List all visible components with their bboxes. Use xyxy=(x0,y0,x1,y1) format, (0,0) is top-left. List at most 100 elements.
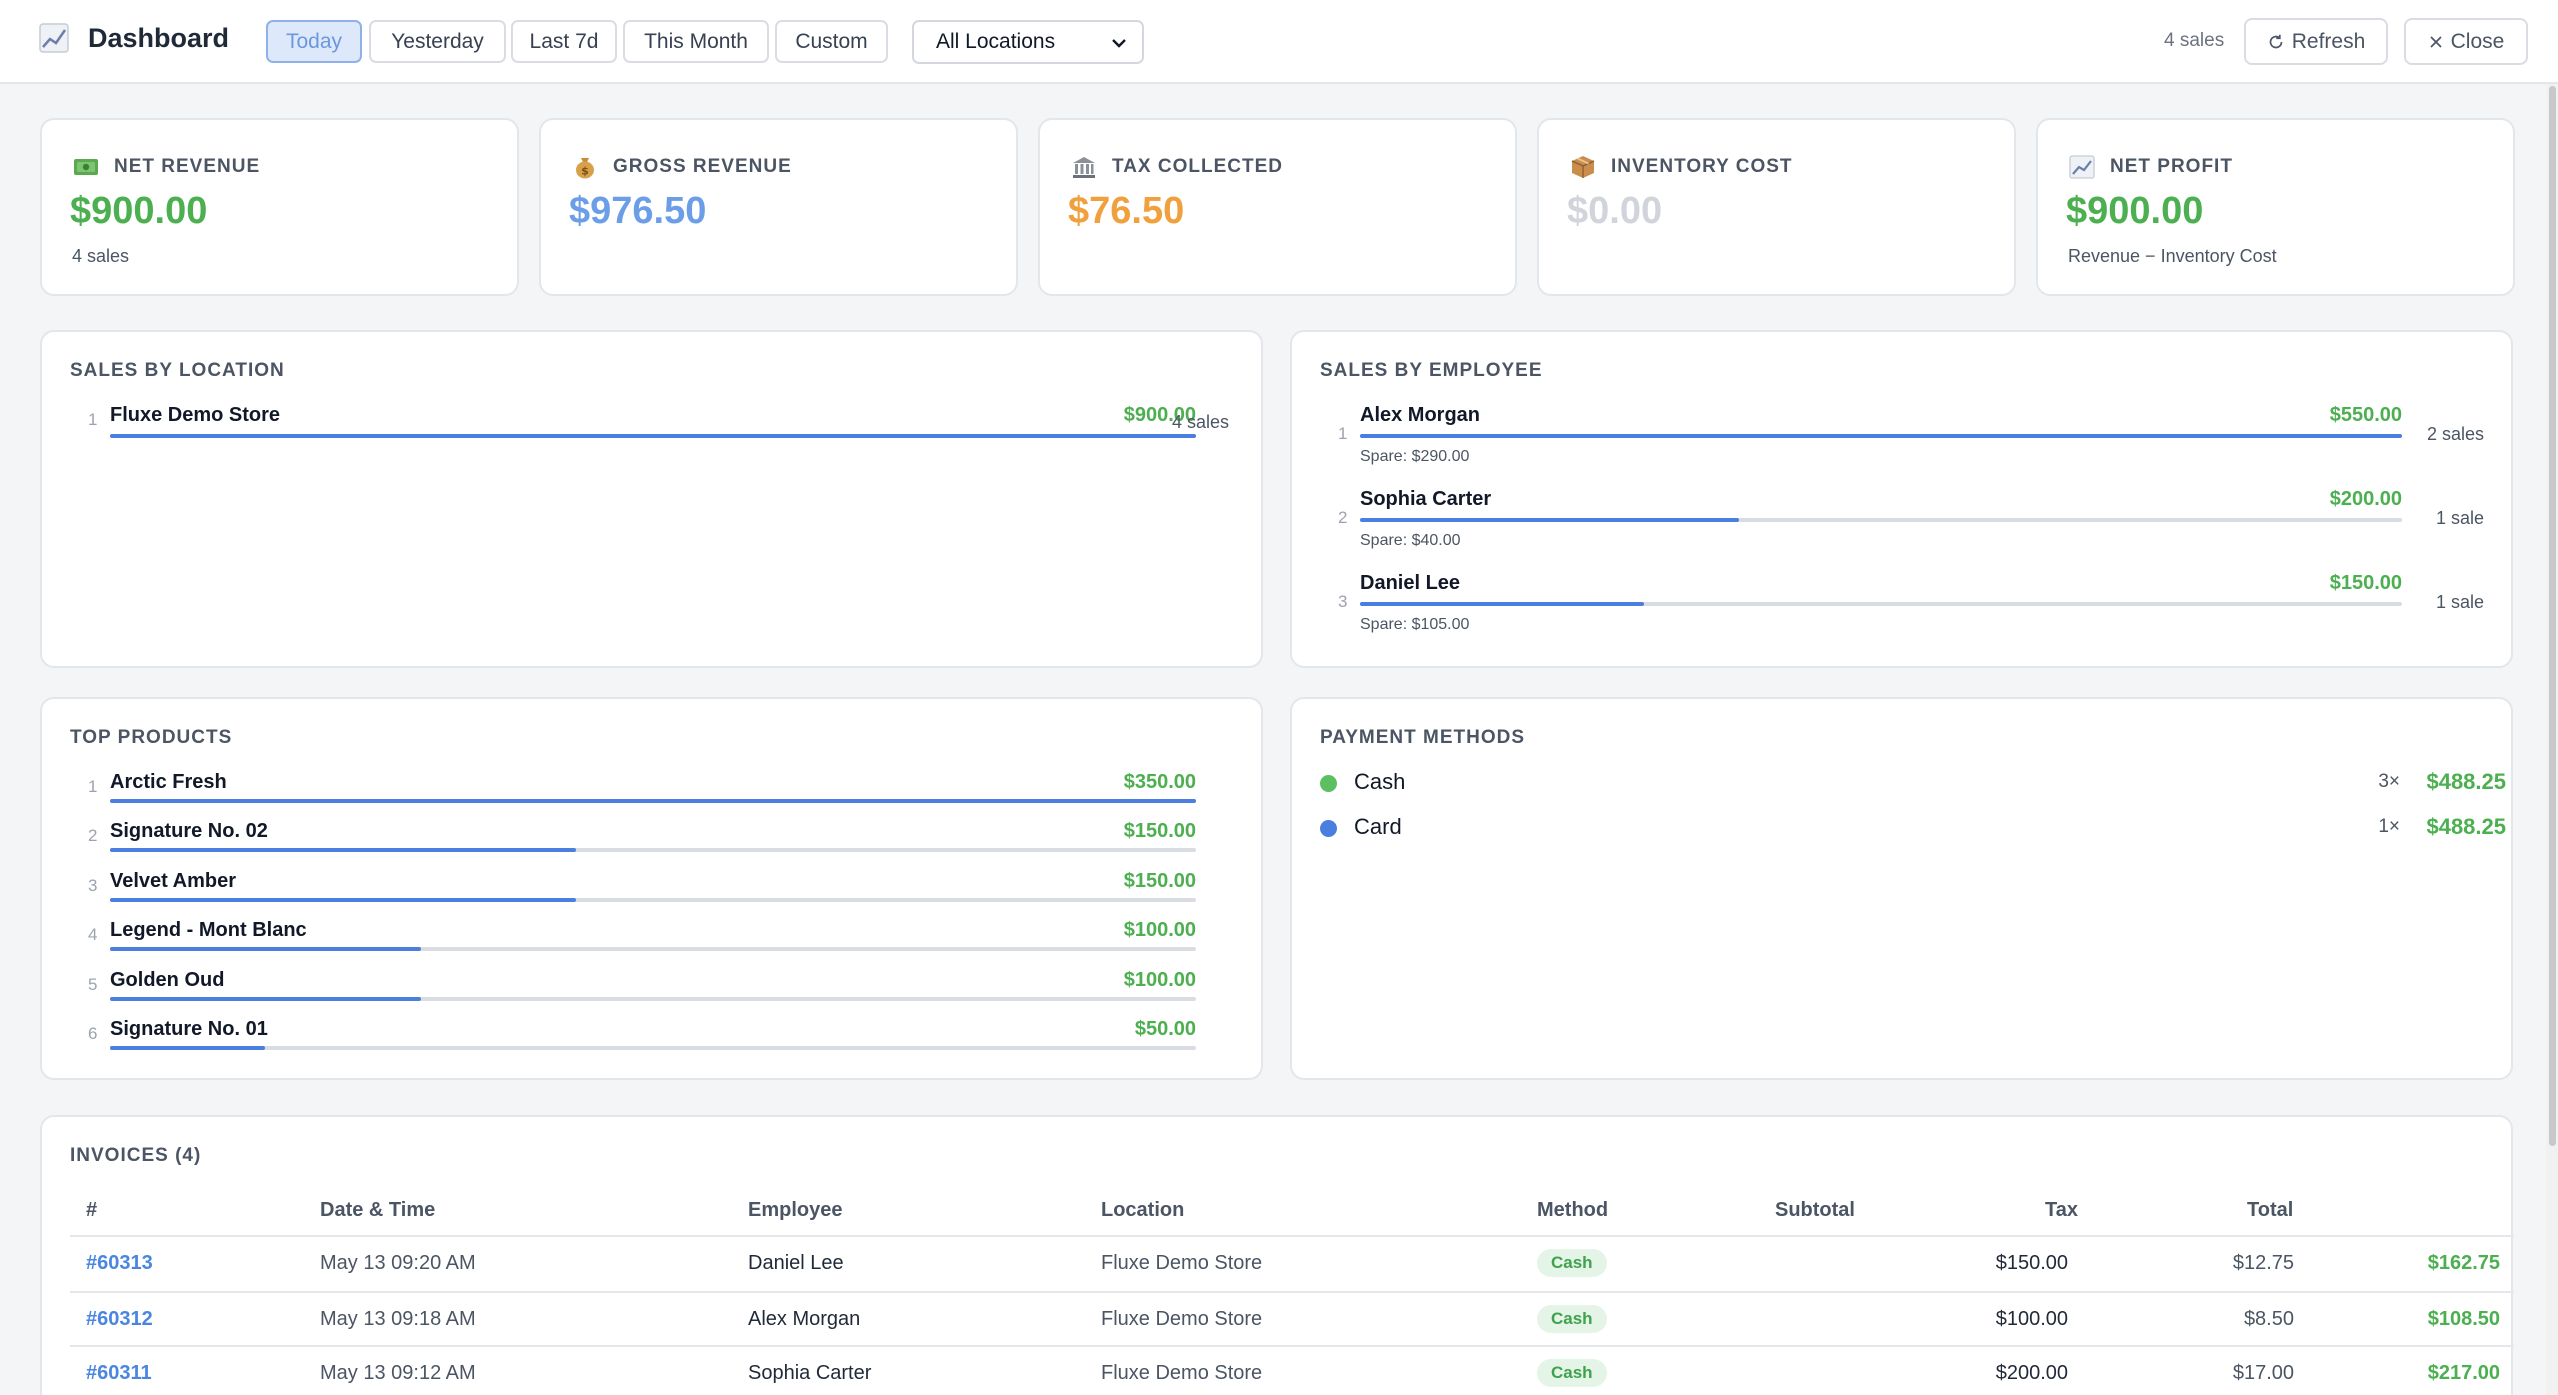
close-button[interactable]: Close xyxy=(2404,18,2528,65)
product-name: Arctic Fresh xyxy=(110,771,227,793)
rank-number: 6 xyxy=(88,1024,98,1043)
employee-row[interactable]: 2 Sophia Carter $200.00 1 sale Spare: $40.00 xyxy=(1292,486,2511,566)
kpi-value: $900.00 xyxy=(70,190,208,232)
kpi-card-inventory-cost: INVENTORY COST $0.00 xyxy=(1537,118,2016,296)
page-title: Dashboard xyxy=(88,22,230,53)
kpi-label: TAX COLLECTED xyxy=(1112,156,1283,177)
location-amount: $900.00 xyxy=(1123,404,1196,426)
product-name: Signature No. 02 xyxy=(110,820,268,843)
product-row[interactable]: 4 Legend - Mont Blanc $100.00 xyxy=(42,917,1261,957)
chart-increasing-icon xyxy=(2069,155,2095,179)
range-last7d-button[interactable]: Last 7d xyxy=(511,20,617,63)
location-bar-track xyxy=(110,434,1196,438)
kpi-label: NET REVENUE xyxy=(114,156,261,177)
kpi-subtitle: 4 sales xyxy=(72,246,130,266)
invoice-location: Fluxe Demo Store xyxy=(1101,1308,1263,1330)
invoice-row[interactable]: #60311 May 13 09:12 AM Sophia Carter Fluxe … xyxy=(70,1345,2514,1395)
payment-methods-title: PAYMENT METHODS xyxy=(1320,727,1526,748)
kpi-label-row: TAX COLLECTED xyxy=(1070,154,1283,180)
range-custom-button[interactable]: Custom xyxy=(775,20,888,63)
invoice-employee: Sophia Carter xyxy=(748,1362,872,1384)
column-header: Total xyxy=(2247,1199,2294,1221)
product-bar-fill xyxy=(110,1046,266,1050)
payment-method-row[interactable]: Card 1× $488.25 xyxy=(1320,812,2506,842)
invoice-id-link[interactable]: #60311 xyxy=(86,1362,152,1384)
kpi-label: GROSS REVENUE xyxy=(613,156,792,177)
employee-amount: $150.00 xyxy=(2329,572,2402,594)
range-yesterday-button[interactable]: Yesterday xyxy=(369,20,506,63)
kpi-card-tax-collected: TAX COLLECTED $76.50 xyxy=(1038,118,1517,296)
location-row[interactable]: 1 Fluxe Demo Store $900.00 4 sales xyxy=(42,402,1261,442)
brand: Dashboard xyxy=(38,22,229,54)
payment-methods-card: PAYMENT METHODS Cash 3× $488.25 Card 1× $488.… xyxy=(1290,697,2513,1080)
column-header: # xyxy=(86,1199,98,1221)
column-header: Subtotal xyxy=(1775,1199,1855,1221)
payment-method-badge: Cash xyxy=(1537,1305,1607,1333)
invoice-total: $162.75 xyxy=(2427,1252,2500,1274)
employee-spare: Spare: $105.00 xyxy=(1360,616,1470,633)
employee-row[interactable]: 3 Daniel Lee $150.00 1 sale Spare: $105.00 xyxy=(1292,570,2511,650)
invoices-card: INVOICES (4) # Date & Time Employee Locatio… xyxy=(40,1115,2514,1395)
top-bar: Dashboard Today Yesterday Last 7d This M… xyxy=(0,0,2558,84)
invoice-datetime: May 13 09:20 AM xyxy=(320,1252,476,1274)
rank-number: 2 xyxy=(1338,508,1348,527)
rank-number: 3 xyxy=(88,875,98,895)
invoice-employee: Daniel Lee xyxy=(748,1252,844,1274)
product-amount: $100.00 xyxy=(1123,919,1196,942)
employee-row[interactable]: 1 Alex Morgan $550.00 2 sales Spare: $290.00 xyxy=(1292,402,2511,482)
product-row[interactable]: 5 Golden Oud $100.00 xyxy=(42,967,1261,1007)
product-bar-track xyxy=(110,848,1196,853)
payment-method-amount: $488.25 xyxy=(2426,769,2506,794)
invoice-employee: Alex Morgan xyxy=(748,1308,861,1330)
product-row[interactable]: 1 Arctic Fresh $350.00 xyxy=(42,769,1261,809)
rank-number: 4 xyxy=(88,925,98,945)
employee-sales-count: 1 sale xyxy=(2435,508,2484,528)
close-icon xyxy=(2430,35,2442,48)
kpi-label-row: $ GROSS REVENUE xyxy=(571,154,792,180)
column-header: Date & Time xyxy=(320,1199,436,1221)
product-row[interactable]: 6 Signature No. 01 $50.00 xyxy=(42,1016,1261,1056)
kpi-value: $900.00 xyxy=(2066,190,2204,232)
column-header: Method xyxy=(1537,1199,1609,1221)
range-this-month-button[interactable]: This Month xyxy=(623,20,769,63)
range-today-button[interactable]: Today xyxy=(266,20,362,63)
product-amount: $150.00 xyxy=(1123,869,1196,892)
invoice-datetime: May 13 09:12 AM xyxy=(320,1362,476,1384)
invoice-location: Fluxe Demo Store xyxy=(1101,1252,1263,1274)
scrollbar-thumb[interactable] xyxy=(2549,86,2556,1146)
invoice-datetime: May 13 09:18 AM xyxy=(320,1308,476,1330)
rank-number: 3 xyxy=(1338,592,1348,611)
invoice-row[interactable]: #60313 May 13 09:20 AM Daniel Lee Fluxe Dem… xyxy=(70,1237,2514,1291)
product-row[interactable]: 3 Velvet Amber $150.00 xyxy=(42,868,1261,908)
refresh-icon xyxy=(2269,34,2283,48)
svg-text:$: $ xyxy=(581,165,589,178)
refresh-button[interactable]: Refresh xyxy=(2244,18,2388,65)
employee-spare: Spare: $40.00 xyxy=(1360,532,1461,549)
employee-bar-track xyxy=(1360,518,2402,522)
sales-count: 4 sales xyxy=(2164,30,2225,51)
invoice-id-link[interactable]: #60313 xyxy=(86,1252,153,1274)
sales-by-employee-card: SALES BY EMPLOYEE 1 Alex Morgan $550.00 2 s… xyxy=(1290,330,2513,668)
location-select[interactable]: All Locations xyxy=(912,20,1144,64)
invoice-location: Fluxe Demo Store xyxy=(1101,1362,1263,1384)
kpi-card-net-profit: NET PROFIT $900.00 Revenue − Inventory Cos… xyxy=(2036,118,2515,296)
sales-by-location-card: SALES BY LOCATION 1 Fluxe Demo Store $900.… xyxy=(40,330,1263,668)
product-bar-track xyxy=(110,799,1196,803)
invoice-id-link[interactable]: #60312 xyxy=(86,1308,153,1330)
invoice-tax: $12.75 xyxy=(2232,1252,2294,1274)
product-name: Velvet Amber xyxy=(110,869,236,892)
employee-bar-track xyxy=(1360,602,2402,606)
employee-bar-fill xyxy=(1360,602,1645,606)
kpi-card-gross-revenue: $ GROSS REVENUE $976.50 xyxy=(539,118,1018,296)
location-sales-count: 4 sales xyxy=(1172,412,1230,432)
invoice-subtotal: $100.00 xyxy=(1995,1308,2068,1330)
rank-number: 1 xyxy=(88,410,98,429)
payment-method-row[interactable]: Cash 3× $488.25 xyxy=(1320,767,2506,797)
table-header-divider xyxy=(70,1235,2514,1237)
invoice-subtotal: $200.00 xyxy=(1995,1362,2068,1384)
product-name: Signature No. 01 xyxy=(110,1018,268,1040)
product-row[interactable]: 2 Signature No. 02 $150.00 xyxy=(42,818,1261,858)
sales-by-location-title: SALES BY LOCATION xyxy=(70,360,285,381)
invoice-total: $108.50 xyxy=(2427,1308,2500,1330)
invoice-row[interactable]: #60312 May 13 09:18 AM Alex Morgan Fluxe De… xyxy=(70,1291,2514,1345)
